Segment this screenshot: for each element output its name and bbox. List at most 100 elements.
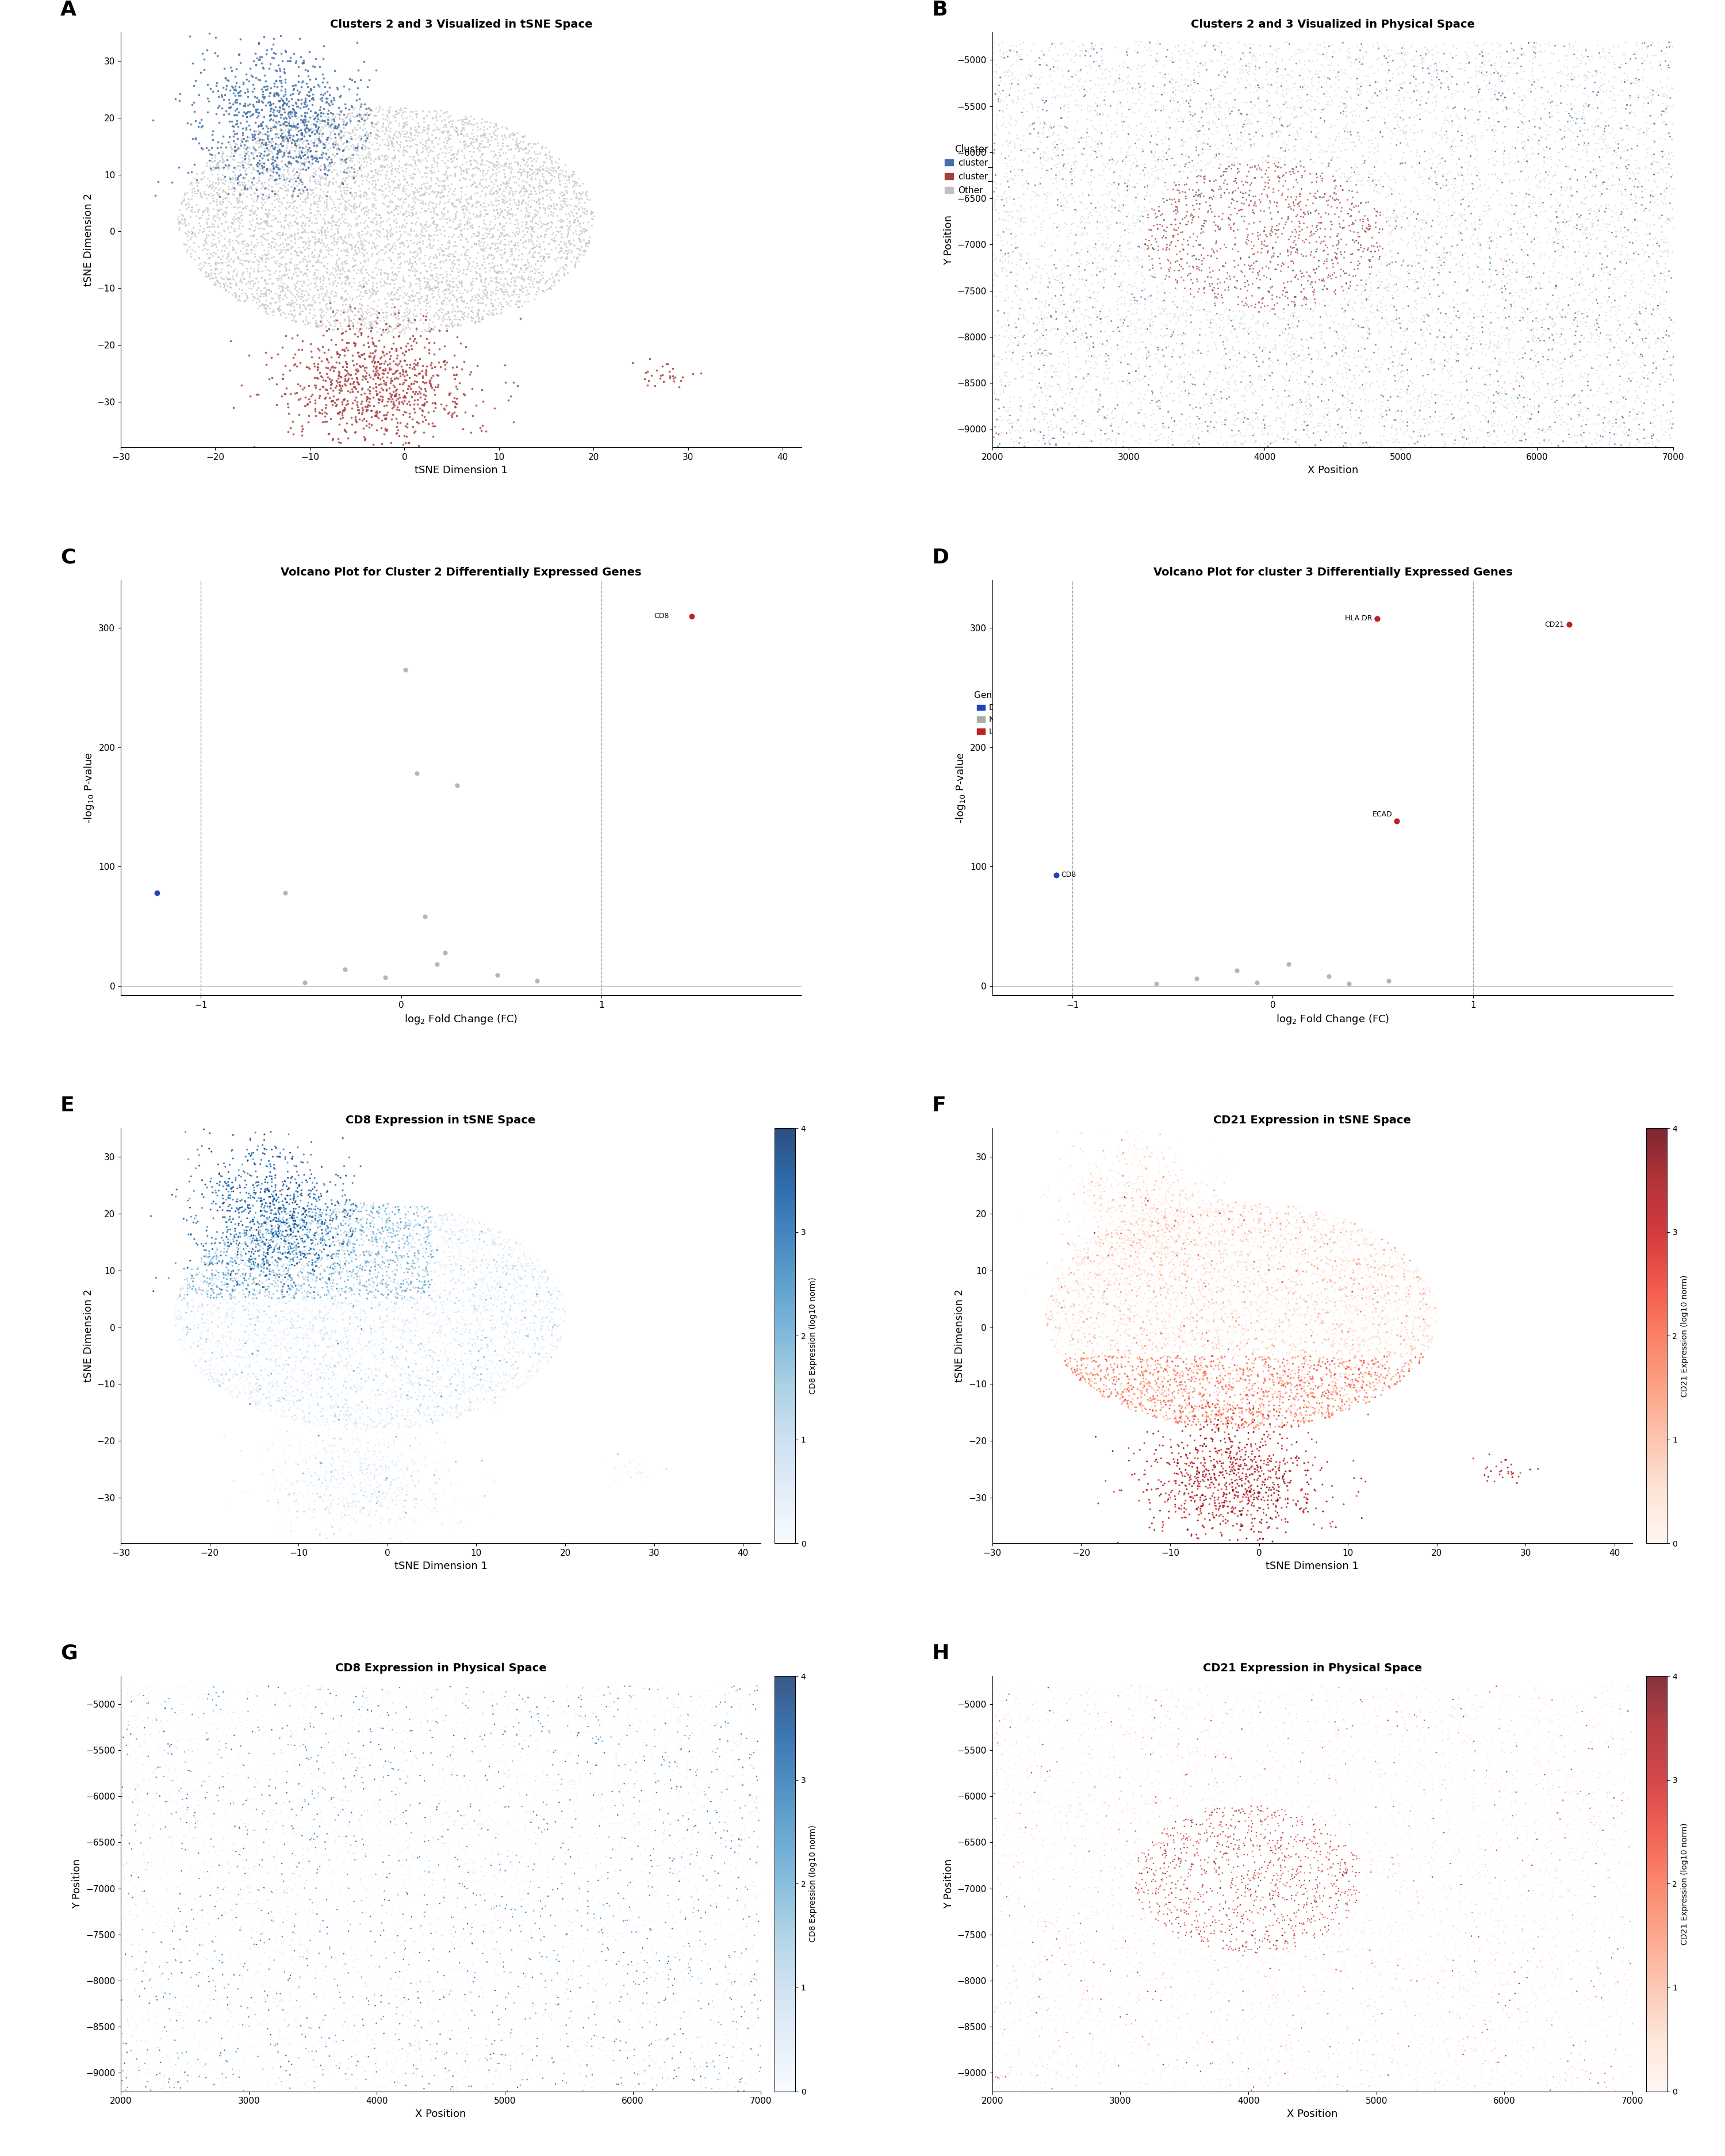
Point xyxy=(273,1744,300,1779)
Point xyxy=(1573,112,1601,147)
Point xyxy=(1133,1367,1161,1401)
Point xyxy=(1163,2022,1190,2057)
Point xyxy=(1478,157,1506,192)
Point xyxy=(552,2029,580,2063)
Point xyxy=(1276,235,1304,270)
Point xyxy=(495,1222,523,1257)
Point xyxy=(409,395,436,429)
Point xyxy=(552,233,580,267)
Point xyxy=(1582,313,1609,347)
Point xyxy=(350,360,378,395)
Point xyxy=(1463,2061,1490,2096)
Point xyxy=(1559,1943,1587,1977)
Point xyxy=(352,2046,379,2081)
Point xyxy=(362,207,390,241)
Point xyxy=(588,1912,616,1947)
Point xyxy=(1254,1309,1282,1343)
Point xyxy=(1504,71,1532,106)
Point xyxy=(1066,205,1094,239)
Point xyxy=(1171,1285,1199,1319)
Point xyxy=(1052,2018,1080,2053)
Point xyxy=(1563,259,1590,293)
Point xyxy=(1297,1268,1325,1302)
Point xyxy=(188,1287,216,1322)
Point xyxy=(1416,47,1444,82)
Point xyxy=(335,97,362,132)
Point xyxy=(1537,1943,1565,1977)
Point xyxy=(309,1289,336,1324)
Point xyxy=(1125,1296,1152,1330)
Point xyxy=(1508,272,1535,306)
Point xyxy=(1113,405,1140,440)
Point xyxy=(1168,1710,1195,1744)
Point xyxy=(1339,1811,1366,1846)
Point xyxy=(1330,1350,1358,1384)
Point xyxy=(440,1729,467,1764)
Point xyxy=(240,1175,267,1210)
Point xyxy=(290,65,317,99)
Point xyxy=(250,1289,278,1324)
Point xyxy=(1587,315,1615,349)
Point xyxy=(982,192,1009,226)
Point xyxy=(1589,73,1616,108)
Point xyxy=(229,1274,257,1309)
Point xyxy=(605,1925,633,1960)
Point xyxy=(438,1360,466,1395)
Point xyxy=(416,1964,443,1999)
Point xyxy=(1258,213,1285,248)
Point xyxy=(362,246,390,280)
Point xyxy=(271,1785,298,1820)
Point xyxy=(1516,291,1544,326)
Point xyxy=(535,1988,562,2022)
Point xyxy=(383,1447,411,1481)
Point xyxy=(374,140,402,175)
Point xyxy=(193,1214,221,1248)
Point xyxy=(1446,298,1473,332)
Point xyxy=(1197,1690,1225,1725)
Point xyxy=(231,1705,259,1740)
Point xyxy=(257,1895,285,1930)
Point xyxy=(1420,2063,1447,2098)
Point xyxy=(1054,1774,1082,1809)
Point xyxy=(1104,1703,1132,1738)
Point xyxy=(988,1846,1016,1880)
Point xyxy=(338,1490,366,1524)
Point xyxy=(526,1330,554,1365)
Point xyxy=(547,192,574,226)
Point xyxy=(1563,172,1590,207)
Point xyxy=(217,248,245,282)
Point xyxy=(1254,1210,1282,1244)
Point xyxy=(1392,1287,1420,1322)
Point xyxy=(214,254,242,289)
Point xyxy=(1259,239,1287,274)
Point xyxy=(390,384,417,418)
Point xyxy=(1323,1307,1351,1341)
Point xyxy=(980,1984,1007,2018)
Point xyxy=(348,1697,376,1731)
Point xyxy=(1466,1934,1494,1968)
Point xyxy=(1159,80,1187,114)
Point xyxy=(436,142,464,177)
Point xyxy=(1339,1787,1366,1822)
Point xyxy=(402,181,430,216)
Point xyxy=(447,1335,474,1369)
Point xyxy=(278,1272,305,1307)
Point xyxy=(502,177,530,211)
Point xyxy=(1170,1227,1197,1261)
Point xyxy=(1563,1880,1590,1915)
Point xyxy=(1571,1951,1599,1986)
Point xyxy=(224,1238,252,1272)
Point xyxy=(1245,1697,1273,1731)
Point xyxy=(999,56,1026,91)
Point xyxy=(354,1218,381,1253)
Point xyxy=(1221,1186,1249,1220)
Point xyxy=(452,153,480,188)
Point xyxy=(1530,1843,1558,1878)
Point xyxy=(1454,1899,1482,1934)
Point xyxy=(224,1192,252,1227)
Point xyxy=(1166,317,1194,351)
Point xyxy=(267,261,295,295)
Point xyxy=(362,1421,390,1455)
Point xyxy=(497,224,524,259)
Point xyxy=(983,1723,1011,1757)
